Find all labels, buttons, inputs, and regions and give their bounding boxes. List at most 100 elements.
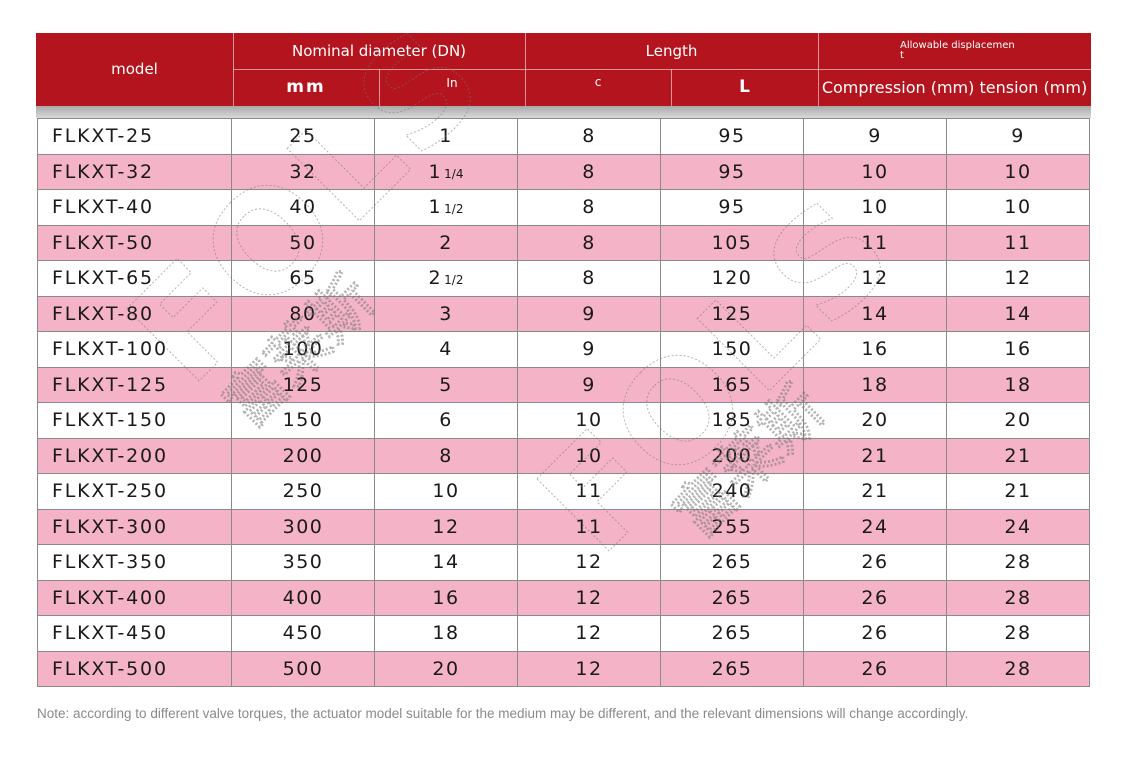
cell-compression: 11 xyxy=(803,224,947,261)
cell-model: FLKXT-150 xyxy=(37,402,232,439)
header-compression: Compression (mm) xyxy=(821,77,975,97)
cell-L: 265 xyxy=(660,615,804,652)
cell-tension: 9 xyxy=(946,118,1090,155)
table-row: FLKXT-65 65 2 1/2 8 120 12 12 xyxy=(37,260,1090,297)
cell-in-whole: 2 xyxy=(428,267,443,290)
cell-c: 10 xyxy=(517,402,661,439)
cell-in: 1 1/2 xyxy=(374,189,518,226)
cell-model: FLKXT-250 xyxy=(37,473,232,510)
cell-c: 12 xyxy=(517,615,661,652)
cell-tension: 11 xyxy=(946,224,1090,261)
cell-mm: 80 xyxy=(231,295,375,332)
table-row: FLKXT-300 300 12 11 255 24 24 xyxy=(37,508,1090,545)
cell-in: 4 xyxy=(374,331,518,368)
cell-tension: 10 xyxy=(946,189,1090,226)
cell-model: FLKXT-450 xyxy=(37,615,232,652)
cell-c: 12 xyxy=(517,544,661,581)
cell-L: 265 xyxy=(660,579,804,616)
cell-mm: 400 xyxy=(231,579,375,616)
table-row: FLKXT-450 450 18 12 265 26 28 xyxy=(37,615,1090,652)
cell-in: 1 xyxy=(374,118,518,155)
cell-mm: 40 xyxy=(231,189,375,226)
cell-in: 18 xyxy=(374,615,518,652)
header-mm: mm xyxy=(286,77,326,98)
header-model: model xyxy=(111,60,158,79)
header-c: c xyxy=(594,75,602,90)
cell-in-whole: 20 xyxy=(432,657,460,680)
cell-model: FLKXT-65 xyxy=(37,260,232,297)
header-allowable-displacement-line1: Allowable displacemen xyxy=(900,40,1015,51)
cell-in-whole: 6 xyxy=(439,409,453,432)
cell-L: 125 xyxy=(660,295,804,332)
cell-compression: 12 xyxy=(803,260,947,297)
cell-in-whole: 1 xyxy=(428,160,443,183)
cell-tension: 28 xyxy=(946,544,1090,581)
cell-c: 9 xyxy=(517,295,661,332)
table-header: model Nominal diameter (DN) mm In Length… xyxy=(36,33,1091,106)
cell-in: 12 xyxy=(374,508,518,545)
cell-in: 20 xyxy=(374,650,518,687)
cell-mm: 100 xyxy=(231,331,375,368)
header-divider xyxy=(233,69,1091,70)
header-allowable-displacement-line2: t xyxy=(900,50,904,61)
cell-tension: 28 xyxy=(946,650,1090,687)
cell-tension: 10 xyxy=(946,153,1090,190)
cell-model: FLKXT-500 xyxy=(37,650,232,687)
cell-in-whole: 12 xyxy=(432,515,460,538)
table-row: FLKXT-80 80 3 9 125 14 14 xyxy=(37,295,1090,332)
cell-compression: 10 xyxy=(803,189,947,226)
cell-mm: 200 xyxy=(231,437,375,474)
cell-c: 8 xyxy=(517,189,661,226)
table-row: FLKXT-200 200 8 10 200 21 21 xyxy=(37,437,1090,474)
table-row: FLKXT-100 100 4 9 150 16 16 xyxy=(37,331,1090,368)
cell-compression: 16 xyxy=(803,331,947,368)
cell-L: 200 xyxy=(660,437,804,474)
cell-in-whole: 14 xyxy=(432,551,460,574)
cell-tension: 24 xyxy=(946,508,1090,545)
cell-c: 9 xyxy=(517,366,661,403)
cell-L: 185 xyxy=(660,402,804,439)
cell-L: 120 xyxy=(660,260,804,297)
cell-L: 255 xyxy=(660,508,804,545)
cell-L: 240 xyxy=(660,473,804,510)
cell-c: 8 xyxy=(517,224,661,261)
table-row: FLKXT-50 50 2 8 105 11 11 xyxy=(37,224,1090,261)
cell-model: FLKXT-100 xyxy=(37,331,232,368)
cell-in-whole: 10 xyxy=(432,480,460,503)
cell-model: FLKXT-300 xyxy=(37,508,232,545)
cell-mm: 32 xyxy=(231,153,375,190)
cell-in: 6 xyxy=(374,402,518,439)
cell-in: 3 xyxy=(374,295,518,332)
cell-compression: 20 xyxy=(803,402,947,439)
cell-in: 14 xyxy=(374,544,518,581)
cell-c: 12 xyxy=(517,579,661,616)
cell-L: 95 xyxy=(660,189,804,226)
cell-model: FLKXT-50 xyxy=(37,224,232,261)
cell-mm: 25 xyxy=(231,118,375,155)
cell-model: FLKXT-80 xyxy=(37,295,232,332)
cell-in: 2 xyxy=(374,224,518,261)
table-row: FLKXT-32 32 1 1/4 8 95 10 10 xyxy=(37,153,1090,190)
table-row: FLKXT-400 400 16 12 265 26 28 xyxy=(37,579,1090,616)
cell-tension: 28 xyxy=(946,615,1090,652)
cell-tension: 18 xyxy=(946,366,1090,403)
cell-compression: 26 xyxy=(803,615,947,652)
header-L: L xyxy=(739,77,750,98)
cell-compression: 14 xyxy=(803,295,947,332)
cell-in-whole: 5 xyxy=(439,373,453,396)
footnote: Note: according to different valve torqu… xyxy=(37,706,969,721)
cell-compression: 24 xyxy=(803,508,947,545)
cell-mm: 50 xyxy=(231,224,375,261)
cell-tension: 21 xyxy=(946,473,1090,510)
cell-c: 12 xyxy=(517,650,661,687)
spec-table: FLKXT-25 25 1 8 95 9 9 FLKXT-32 32 1 1/4 8 95 10 10 FLK… xyxy=(37,118,1090,687)
header-allowable-displacement: Allowable displacemen t xyxy=(818,33,1091,69)
cell-compression: 21 xyxy=(803,473,947,510)
cell-in: 1 1/4 xyxy=(374,153,518,190)
cell-tension: 16 xyxy=(946,331,1090,368)
cell-L: 165 xyxy=(660,366,804,403)
cell-in-whole: 8 xyxy=(439,444,453,467)
cell-compression: 10 xyxy=(803,153,947,190)
cell-in-whole: 1 xyxy=(439,125,453,148)
cell-c: 8 xyxy=(517,118,661,155)
